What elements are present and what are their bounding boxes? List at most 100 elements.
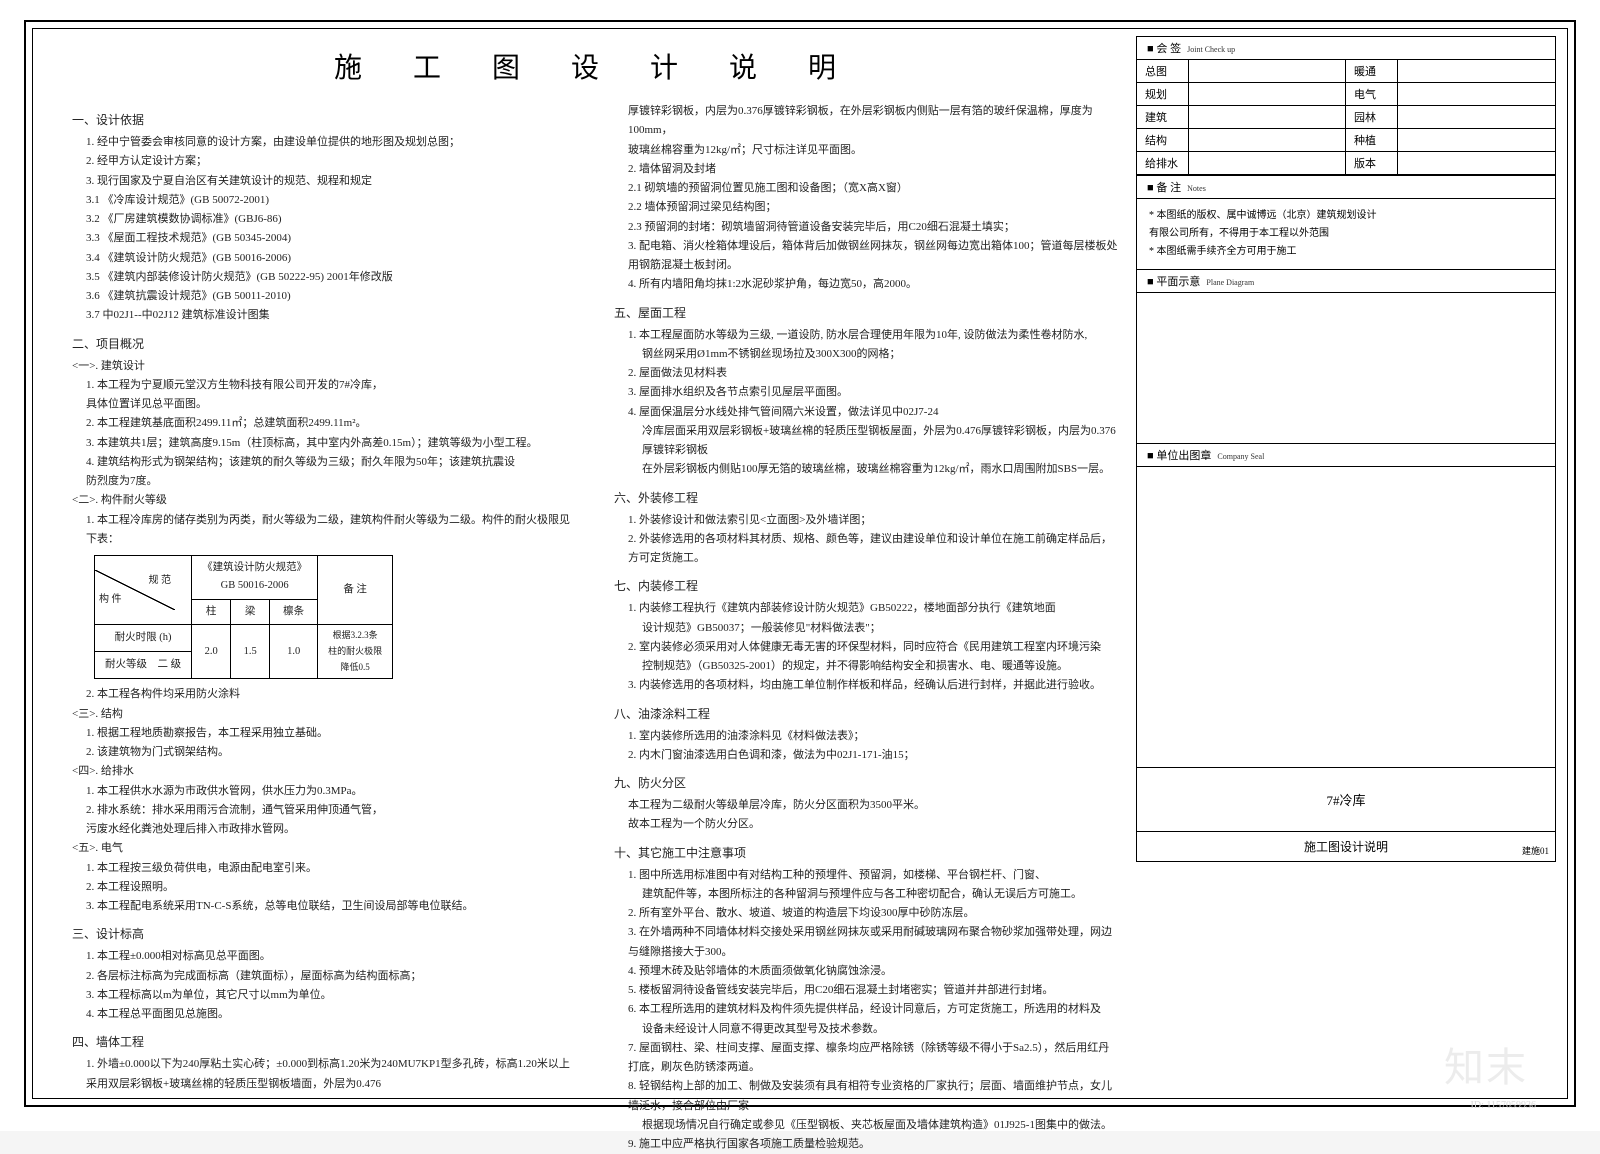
s5-5: 冷库层面采用双层彩钢板+玻璃丝棉的轻质压型钢板屋面，外层为0.476厚镀锌彩钢板…	[614, 422, 1120, 461]
tbl-v0: 2.0	[192, 625, 231, 679]
seal-title: ■ 单位出图章Company Seal	[1137, 444, 1555, 467]
sig-cell: 结构	[1137, 129, 1189, 152]
s5-3: 3. 屋面排水组织及各节点索引见屋层平面图。	[614, 383, 1120, 402]
s1-1: 2. 经甲方认定设计方案；	[72, 152, 578, 171]
seal-blank	[1137, 467, 1555, 767]
s5-0: 1. 本工程屋面防水等级为三级, 一道设防, 防水层合理使用年限为10年, 设防…	[614, 326, 1120, 345]
s3-2: 3. 本工程标高以m为单位，其它尺寸以mm为单位。	[72, 986, 578, 1005]
notes-title: ■ 备 注Notes	[1137, 176, 1555, 199]
sig-cell: 种植	[1346, 129, 1398, 152]
section-4-heading: 四、墙体工程	[72, 1032, 578, 1053]
s7-3: 控制规范》（GB50325-2001）的规定，并不得影响结构安全和损害水、电、暖…	[614, 657, 1120, 676]
s10-8: 7. 屋面钢柱、梁、柱间支撑、屋面支撑、檩条均应严格除锈（除锈等级不得小于Sa2…	[614, 1039, 1120, 1078]
s1-8: 3.6 《建筑抗震设计规范》(GB 50011-2010)	[72, 287, 578, 306]
note-1: 有限公司所有，不得用于本工程以外范围	[1149, 225, 1543, 243]
section-8-heading: 八、油漆涂料工程	[614, 704, 1120, 725]
section-1-heading: 一、设计依据	[72, 110, 578, 131]
s5-6: 在外层彩钢板内侧贴100厚无箔的玻璃丝棉，玻璃丝棉容重为12kg/㎡，雨水口周围…	[614, 460, 1120, 479]
s10-10: 根据现场情况自行确定或参见《压型钢板、夹芯板屋面及墙体建筑构造》01J925-1…	[614, 1116, 1120, 1135]
s2c-heading: <三>. 结构	[72, 705, 578, 724]
s9-1: 故本工程为一个防火分区。	[614, 815, 1120, 834]
s9-0: 本工程为二级耐火等级单层冷库，防火分区面积为3500平米。	[614, 796, 1120, 815]
section-9-heading: 九、防火分区	[614, 773, 1120, 794]
s1-6: 3.4 《建筑设计防火规范》(GB 50016-2006)	[72, 249, 578, 268]
s5-1: 钢丝网采用Ø1mm不锈钢丝现场拉及300X300的网格；	[614, 345, 1120, 364]
tbl-row-v: 二 级	[158, 659, 182, 670]
r2-0: 2.1 砌筑墙的预留洞位置见施工图和设备图；（宽X高X窗）	[614, 179, 1120, 198]
sheet-sub: 施工图设计说明	[1137, 832, 1555, 861]
note-0: * 本图纸的版权、属中诚博远（北京）建筑规划设计	[1149, 207, 1543, 225]
tbl-r-label: 耐火时限 (h)	[95, 625, 192, 652]
s1-5: 3.3 《屋面工程技术规范》(GB 50345-2004)	[72, 229, 578, 248]
s1-7: 3.5 《建筑内部装修设计防火规范》(GB 50222-95) 2001年修改版	[72, 268, 578, 287]
s10-3: 3. 在外墙两种不同墙体材料交接处采用钢丝网抹灰或采用耐碱玻璃网布聚合物砂浆加强…	[614, 923, 1120, 962]
left-column: 一、设计依据 1. 经中宁管委会审核同意的设计方案，由建设单位提供的地形图及规划…	[72, 102, 578, 1154]
sig-cell: 电气	[1346, 83, 1398, 106]
joint-check-title: ■ 会 签Joint Check up	[1137, 37, 1555, 60]
sig-cell: 总图	[1137, 60, 1189, 83]
s2d-0: 1. 本工程供水水源为市政供水管网，供水压力为0.3MPa。	[72, 782, 578, 801]
s6-0: 1. 外装修设计和做法索引见<立面图>及外墙详图；	[614, 511, 1120, 530]
s2c-0: 1. 根据工程地质勘察报告，本工程采用独立基础。	[72, 724, 578, 743]
s2d-heading: <四>. 给排水	[72, 762, 578, 781]
section-3-heading: 三、设计标高	[72, 924, 578, 945]
signature-grid: 总图暖通规划电气建筑园林结构种植给排水版本	[1137, 60, 1555, 175]
s10-9: 8. 轻钢结构上部的加工、制做及安装须有具有相符专业资格的厂家执行；层面、墙面维…	[614, 1077, 1120, 1116]
note-2: * 本图纸需手续齐全方可用于施工	[1149, 243, 1543, 261]
s1-9: 3.7 中02J1--中02J12 建筑标准设计图集	[72, 306, 578, 325]
s2d-2: 污废水经化粪池处理后排入市政排水管网。	[72, 820, 578, 839]
s2b-heading: <二>. 构件耐火等级	[72, 491, 578, 510]
plan-title: ■ 平面示意Plane Diagram	[1137, 270, 1555, 293]
s10-6: 6. 本工程所选用的建筑材料及构件须先提供样品，经设计同意后，方可定货施工，所选…	[614, 1000, 1120, 1019]
tbl-h2: 备 注	[318, 556, 393, 625]
tbl-diag-top: 规 范	[149, 572, 172, 590]
s2a-5: 防烈度为7度。	[72, 472, 578, 491]
sheet-title: 施 工 图 设 计 说 明	[72, 38, 1120, 102]
tbl-note: 根据3.2.3条 柱的耐火极限 降低0.5	[318, 625, 393, 679]
sig-cell	[1398, 129, 1555, 152]
s2a-heading: <一>. 建筑设计	[72, 357, 578, 376]
tbl-v1: 1.5	[231, 625, 270, 679]
s10-11: 9. 施工中应严格执行国家各项施工质量检验规范。	[614, 1135, 1120, 1154]
s2a-0: 1. 本工程为宁夏顺元堂汉方生物科技有限公司开发的7#冷库，	[72, 376, 578, 395]
fire-table: 规 范 构 件 《建筑设计防火规范》 GB 50016-2006 备 注 柱 梁…	[94, 555, 393, 679]
sig-cell: 暖通	[1346, 60, 1398, 83]
section-7-heading: 七、内装修工程	[614, 576, 1120, 597]
tbl-row-l: 耐火等级	[105, 659, 147, 670]
section-6-heading: 六、外装修工程	[614, 488, 1120, 509]
drawing-number: 建施01	[1522, 844, 1549, 857]
s2b-line1: 1. 本工程冷库房的储存类别为丙类，耐火等级为二级，建筑构件耐火等级为二级。构件…	[72, 511, 578, 550]
r2h: 2. 墙体留洞及封堵	[614, 160, 1120, 179]
sig-cell	[1189, 83, 1346, 106]
sig-cell	[1398, 83, 1555, 106]
s5-2: 2. 屋面做法见材料表	[614, 364, 1120, 383]
s2c-1: 2. 该建筑物为门式钢架结构。	[72, 743, 578, 762]
s2a-4: 4. 建筑结构形式为钢架结构；该建筑的耐久等级为三级；耐久年限为50年；该建筑抗…	[72, 453, 578, 472]
r4: 4. 所有内墙阳角均抹1:2水泥砂浆护角，每边宽50，高2000。	[614, 275, 1120, 294]
s3-0: 1. 本工程±0.000相对标高见总平面图。	[72, 947, 578, 966]
s2a-3: 3. 本建筑共1层；建筑高度9.15m（柱顶标高，其中室内外高差0.15m）；建…	[72, 434, 578, 453]
r3: 3. 配电箱、消火栓箱体埋设后，箱体背后加做钢丝网抹灰，钢丝网每边宽出箱体100…	[614, 237, 1120, 276]
s5-4: 4. 屋面保温层分水线处排气管间隔六米设置，做法详见中02J7-24	[614, 403, 1120, 422]
sig-cell	[1189, 106, 1346, 129]
sig-cell: 园林	[1346, 106, 1398, 129]
s2e-2: 3. 本工程配电系统采用TN-C-S系统，总等电位联结，卫生间设局部等电位联结。	[72, 897, 578, 916]
s4-0: 1. 外墙±0.000以下为240厚粘土实心砖；±0.000到标高1.20米为2…	[72, 1055, 578, 1094]
r0-1: 玻璃丝棉容重为12kg/㎡；尺寸标注详见平面图。	[614, 141, 1120, 160]
s10-5: 5. 楼板留洞待设备管线安装完毕后，用C20细石混凝土封堵密实；管道并井部进行封…	[614, 981, 1120, 1000]
section-10-heading: 十、其它施工中注意事项	[614, 843, 1120, 864]
s2e-0: 1. 本工程按三级负荷供电，电源由配电室引来。	[72, 859, 578, 878]
tbl-v2: 1.0	[270, 625, 318, 679]
s1-4: 3.2 《厂房建筑模数协调标准》(GBJ6-86)	[72, 210, 578, 229]
sig-cell: 建筑	[1137, 106, 1189, 129]
s1-2: 3. 现行国家及宁夏自治区有关建筑设计的规范、规程和规定	[72, 172, 578, 191]
plan-blank	[1137, 293, 1555, 443]
right-column: 厚镀锌彩钢板，内层为0.376厚镀锌彩钢板，在外层彩钢板内侧贴一层有箔的玻纤保温…	[614, 102, 1120, 1154]
sig-cell	[1189, 152, 1346, 175]
s2a-1: 具体位置详见总平面图。	[72, 395, 578, 414]
tbl-diag-bot: 构 件	[99, 591, 122, 609]
s10-7: 设备未经设计人同意不得更改其型号及技术参数。	[614, 1020, 1120, 1039]
s7-4: 3. 内装修选用的各项材料，均由施工单位制作样板和样品，经确认后进行封样，并据此…	[614, 676, 1120, 695]
sig-cell	[1189, 129, 1346, 152]
s1-3: 3.1 《冷库设计规范》(GB 50072-2001)	[72, 191, 578, 210]
